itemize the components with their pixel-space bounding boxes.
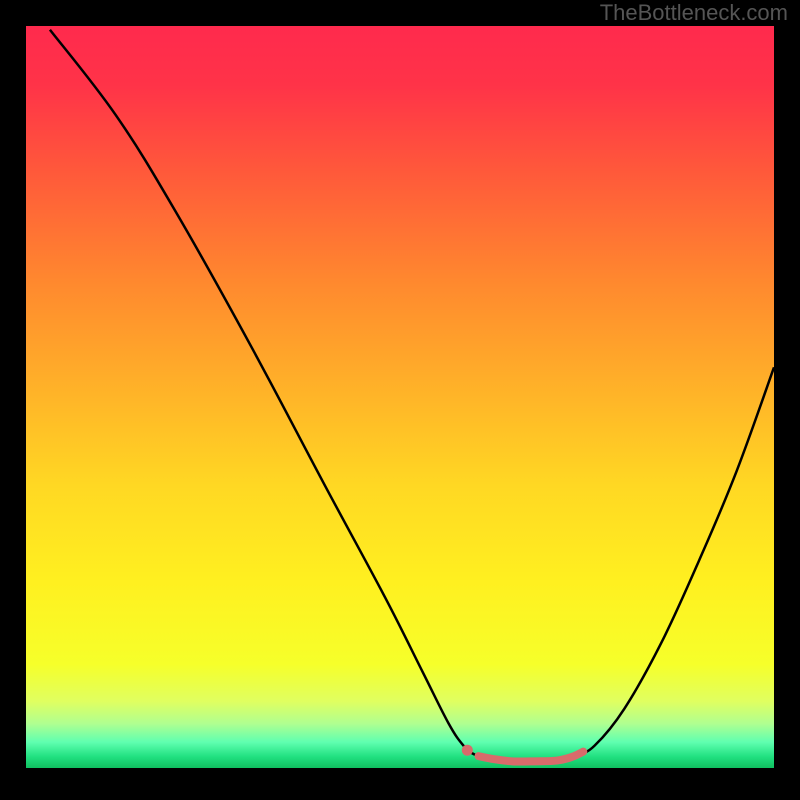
chart-svg [0, 0, 800, 800]
bottleneck-chart [0, 0, 800, 800]
watermark-text: TheBottleneck.com [600, 0, 788, 26]
highlight-start-marker [462, 745, 473, 756]
gradient-background [26, 26, 774, 768]
